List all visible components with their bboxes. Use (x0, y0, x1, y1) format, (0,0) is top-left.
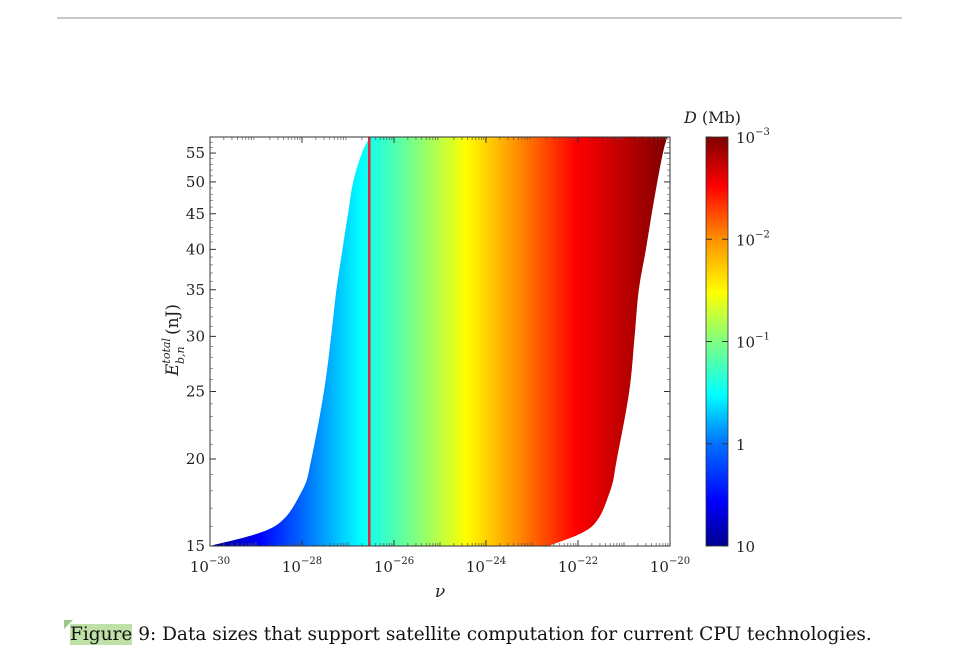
y-tick-label: 55 (186, 144, 205, 162)
y-tick-label: 45 (186, 205, 205, 223)
y-tick-label: 20 (186, 450, 205, 468)
y-tick-label: 25 (186, 383, 205, 401)
x-tick-label: 10−22 (558, 556, 598, 576)
y-tick-label: 30 (186, 327, 205, 345)
colorbar-tick-label: 10−3 (736, 127, 770, 147)
colorbar-tick-label: 10−1 (736, 332, 770, 352)
y-tick-label: 15 (186, 537, 205, 555)
caption-text: 9: Data sizes that support satellite com… (132, 624, 872, 645)
x-tick-label: 10−20 (650, 556, 690, 576)
colorbar-tick-label: 10 (736, 538, 755, 556)
colorbar-label-variable: D (683, 108, 697, 127)
y-axis-label: Etotalb,n (nJ) (160, 304, 187, 377)
svg-text:Etotalb,n (nJ): Etotalb,n (nJ) (160, 304, 187, 377)
feasible-data-size-region (210, 137, 668, 546)
figure-chart: 10−30 10−28 10−26 10−24 10−22 10−20 15 20 25 30 3… (160, 108, 770, 602)
annotation-marker[interactable] (64, 620, 73, 629)
x-tick-label: 10−24 (466, 556, 506, 576)
colorbar-tick-label: 10−2 (736, 229, 770, 249)
x-axis-ticks: 10−30 10−28 10−26 10−24 10−22 10−20 (190, 137, 690, 576)
y-tick-label: 40 (186, 240, 205, 258)
x-tick-label: 10−30 (190, 556, 230, 576)
colorbar-label-unit: (Mb) (702, 108, 741, 127)
x-tick-label: 10−26 (374, 556, 414, 576)
figure-caption: Figure 9: Data sizes that support satell… (70, 624, 872, 645)
caption-figure-label: Figure (70, 624, 133, 645)
page-top-rule (57, 17, 902, 19)
x-tick-label: 10−28 (282, 556, 322, 576)
y-axis-ticks: 15 20 25 30 35 40 45 50 55 (186, 144, 670, 555)
plot-frame (209, 136, 671, 547)
y-tick-label: 35 (186, 281, 205, 299)
y-tick-label: 50 (186, 173, 205, 191)
colorbar-ticks: 10−3 10−2 10−1 1 10 (706, 127, 770, 556)
colorbar-label: D (Mb) (683, 108, 741, 127)
colorbar-tick-label: 1 (736, 436, 746, 454)
x-axis-label: ν (435, 582, 445, 602)
